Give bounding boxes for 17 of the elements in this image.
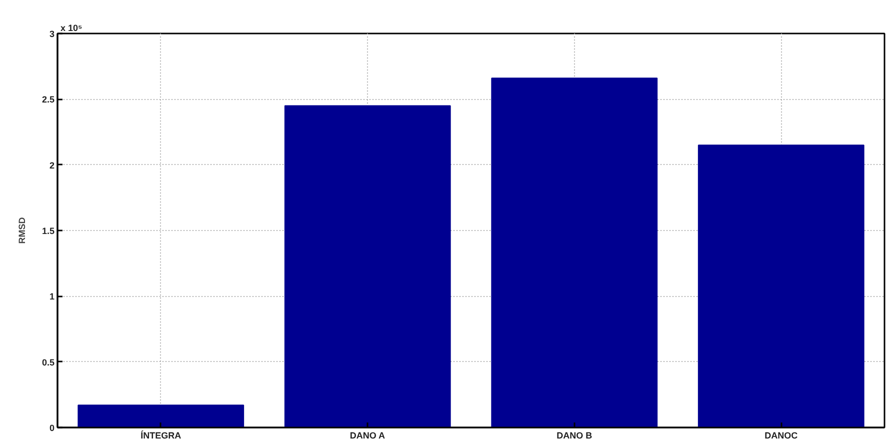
bar <box>698 144 864 428</box>
x-tick-label: DANOC <box>764 430 798 440</box>
bar <box>491 78 658 428</box>
y-axis-title: RMSD <box>16 216 27 244</box>
bar <box>78 404 244 428</box>
y-tick-label: 1.5 <box>42 226 55 236</box>
x-tick-label: DANO A <box>350 430 386 440</box>
y-tick-label: 0 <box>49 423 55 433</box>
text: x 10⁵ <box>60 23 82 33</box>
y-tick-label: 2 <box>49 160 55 170</box>
bar <box>284 105 451 428</box>
y-tick-label: 0.5 <box>42 357 55 368</box>
y-tick-label: 1 <box>49 292 55 302</box>
y-tick-label: 3 <box>49 29 55 39</box>
x-tick-label: DANO B <box>556 430 593 440</box>
y-tick-label: 2.5 <box>42 94 55 105</box>
x-tick-label: ÍNTEGRA <box>140 430 182 440</box>
